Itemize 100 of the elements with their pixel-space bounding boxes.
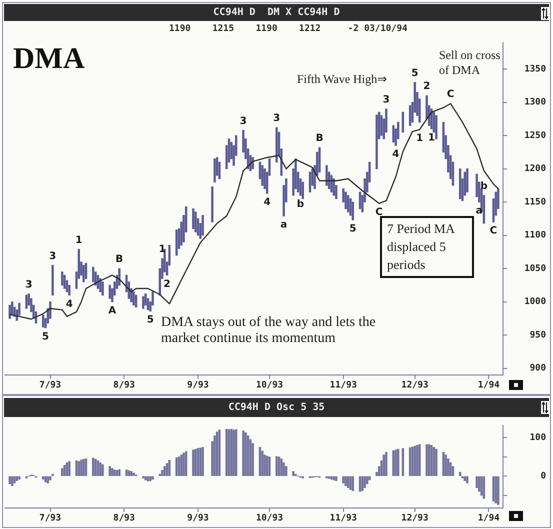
- annotation: 1: [75, 234, 82, 246]
- bar: [11, 476, 14, 486]
- bar: [61, 272, 64, 286]
- bar: [192, 208, 194, 229]
- annotation: 1: [428, 132, 436, 144]
- bar: [380, 115, 383, 136]
- bar: [230, 428, 232, 476]
- annotation: 5: [349, 224, 356, 235]
- annotation: 5: [146, 314, 154, 326]
- y-tick-label: 1200: [524, 164, 546, 174]
- bar: [235, 429, 238, 476]
- bar: [466, 168, 468, 192]
- x-tick-label: 7/93: [39, 380, 62, 391]
- bar: [426, 444, 428, 476]
- x-tick-label: 12/93: [401, 380, 428, 391]
- x-tick-label: 11/93: [330, 380, 357, 391]
- bar: [132, 292, 135, 306]
- bar: [392, 125, 395, 143]
- bar: [214, 158, 216, 182]
- bar: [466, 476, 468, 484]
- bar: [61, 468, 64, 476]
- bar: [8, 304, 11, 319]
- chart-subtitle: CC94H D DM X CC94H D: [213, 7, 340, 18]
- bar: [82, 264, 85, 282]
- annotation: 3: [273, 113, 280, 124]
- bar: [194, 212, 197, 232]
- bar: [444, 454, 447, 476]
- annotation: 4: [392, 149, 400, 160]
- bar: [99, 462, 102, 476]
- annotation: DMA stays out of the way and lets the market continue its momentum: [161, 315, 377, 347]
- bar: [18, 476, 20, 480]
- annotation: B: [116, 254, 124, 266]
- bar: [152, 476, 154, 480]
- x-tick-label: 12/93: [401, 514, 428, 524]
- bar: [414, 446, 416, 476]
- bar: [149, 476, 152, 482]
- bar: [264, 454, 266, 476]
- y-tick-label: 1300: [524, 98, 546, 108]
- x-tick-label: 8/93: [113, 380, 135, 391]
- annotation: b: [480, 180, 488, 192]
- bar: [42, 476, 44, 480]
- x-tick-label: 9/93: [187, 514, 209, 524]
- bar: [8, 476, 11, 484]
- annotation: B: [316, 133, 324, 144]
- bar: [78, 461, 80, 476]
- x-tick-label: 11/93: [330, 514, 357, 524]
- text: 1190 1215 1190 1212 -2 03/10/94: [169, 24, 408, 34]
- bar: [447, 458, 450, 476]
- bar: [397, 448, 400, 476]
- bar: [52, 264, 54, 296]
- bar: [382, 454, 385, 476]
- bar: [214, 435, 216, 476]
- bar: [242, 430, 244, 476]
- y-tick-label: 1250: [524, 130, 546, 141]
- y-tick-label: 900: [530, 364, 546, 374]
- bar: [92, 458, 94, 476]
- bar: [182, 452, 185, 476]
- x-tick-label: 1/94: [478, 380, 500, 391]
- annotation: 2: [423, 81, 430, 92]
- annotation: 4: [264, 196, 271, 208]
- bar: [435, 448, 438, 476]
- bar: [118, 469, 121, 476]
- bar: [132, 472, 135, 476]
- bar: [476, 476, 478, 488]
- annotation: C: [446, 89, 454, 100]
- x-tick-label: 8/93: [113, 514, 135, 524]
- annotation: 2: [164, 278, 171, 290]
- bar: [326, 165, 328, 186]
- bar: [346, 195, 350, 212]
- bar: [464, 476, 466, 482]
- bar: [335, 476, 338, 482]
- annotation: 5: [411, 68, 418, 79]
- bar: [244, 432, 247, 476]
- x-tick-label: 7/93: [39, 514, 62, 524]
- bar: [302, 182, 304, 200]
- bar: [358, 192, 362, 210]
- bar: [276, 456, 278, 476]
- bar: [285, 466, 288, 476]
- x-tick-label: 10/93: [256, 380, 284, 391]
- bar: [125, 470, 128, 476]
- annotation: Sell on cross of DMA: [439, 48, 502, 78]
- bar: [202, 446, 204, 476]
- annotation: a: [476, 206, 483, 217]
- annotation: 1: [158, 244, 166, 256]
- bar: [452, 466, 454, 476]
- annotation: Fifth Wave High⇒: [297, 71, 388, 87]
- y-tick-label: 1000: [524, 297, 546, 308]
- bar: [385, 452, 388, 476]
- x-tick-label: 1/94: [478, 514, 500, 524]
- y-tick-label: 1150: [524, 197, 546, 208]
- bar: [394, 450, 397, 476]
- annotation: a: [280, 220, 288, 231]
- y-tick-label: 1050: [524, 264, 546, 274]
- bar: [68, 461, 70, 476]
- bar: [211, 186, 214, 222]
- annotation: A: [108, 305, 116, 316]
- annotation: 3: [25, 279, 32, 290]
- annotation: 1: [416, 133, 424, 144]
- bar: [111, 468, 114, 476]
- x-tick-label: 9/93: [187, 380, 209, 391]
